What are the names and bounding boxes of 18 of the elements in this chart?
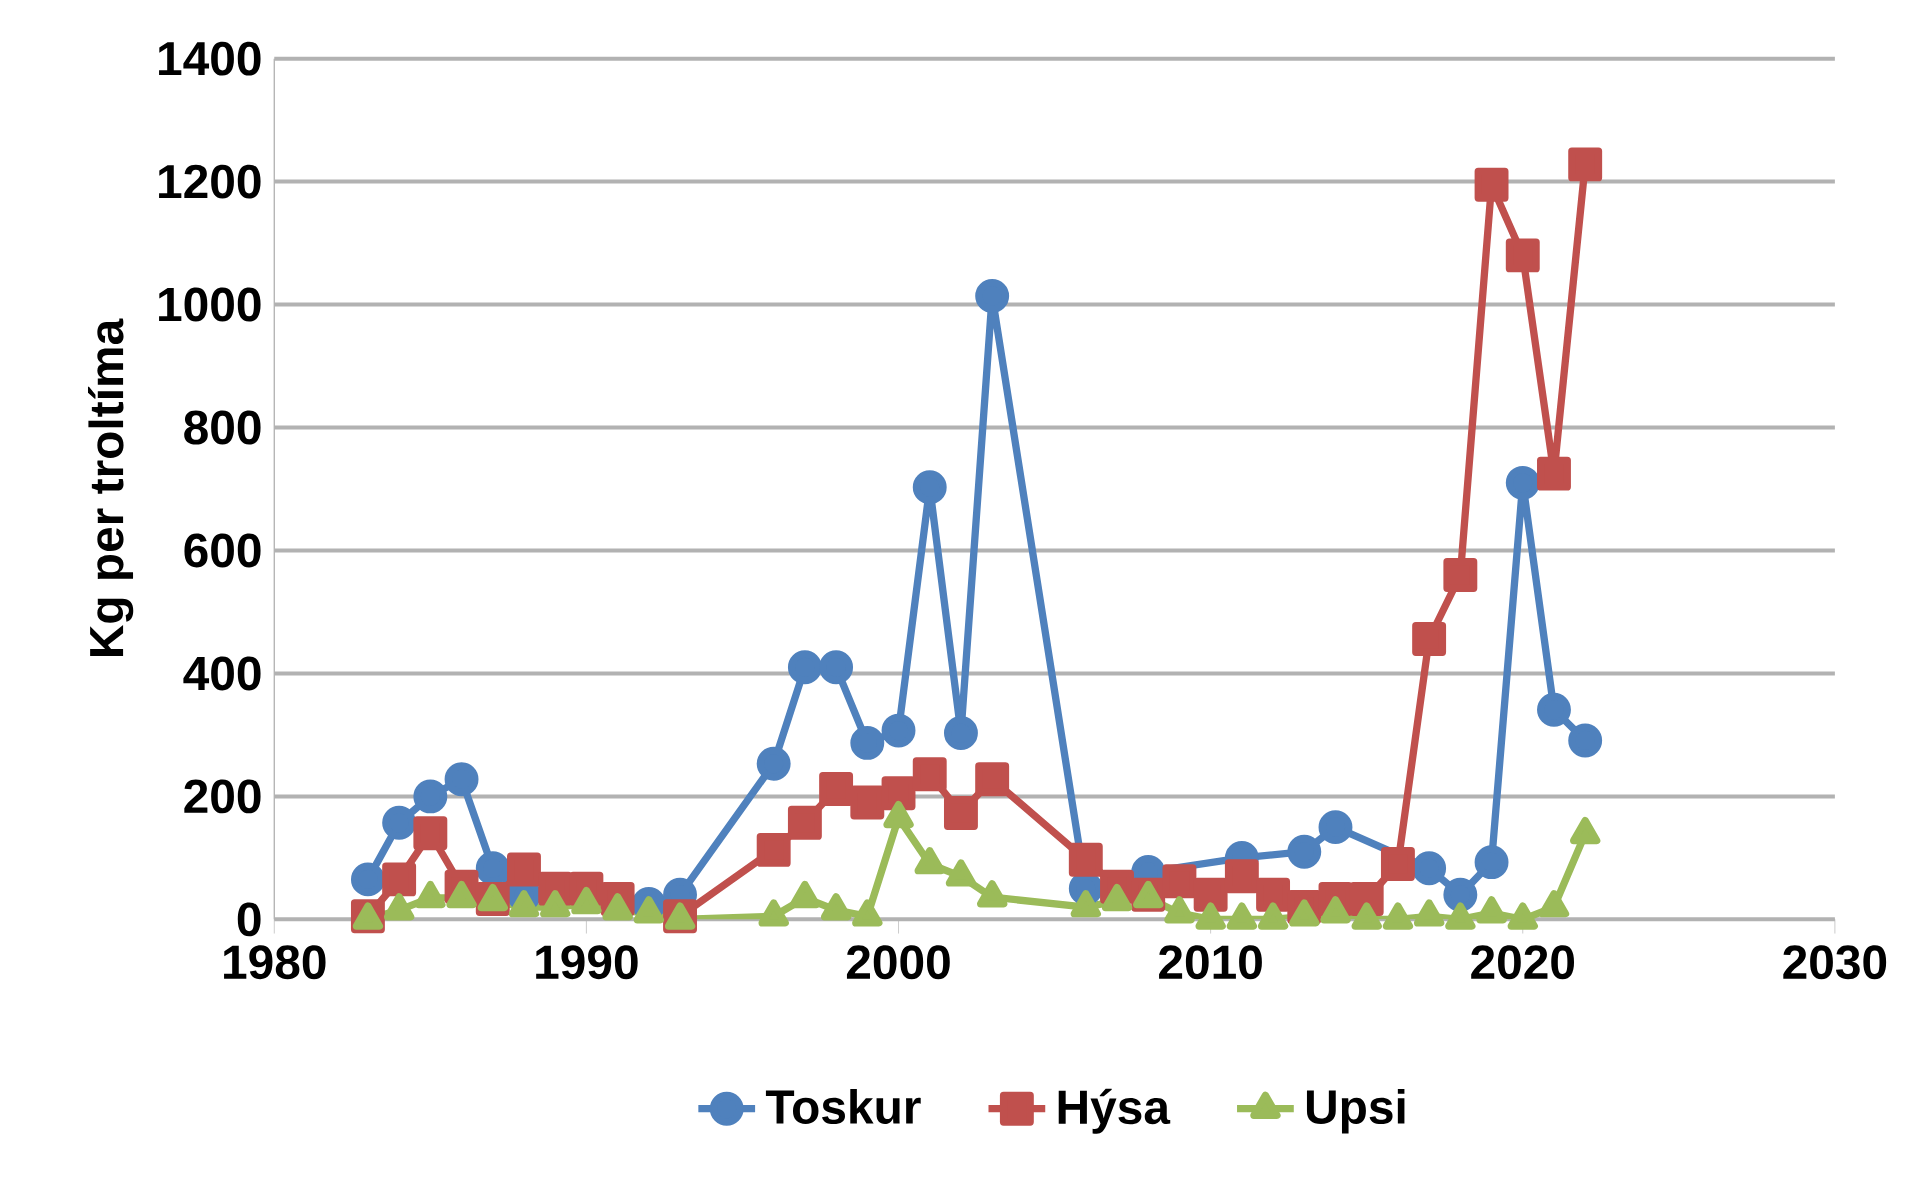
x-tick-label: 2010 xyxy=(1159,945,1262,980)
x-tick-label: 1990 xyxy=(536,945,638,980)
y-tick-label: 400 xyxy=(183,656,261,691)
y-tick-label: 1400 xyxy=(159,41,261,76)
x-tick-label: 2030 xyxy=(1783,945,1887,980)
y-tick-label: 200 xyxy=(184,779,261,814)
legend-label: Hýsa xyxy=(1058,1088,1171,1134)
x-tick-label: 2000 xyxy=(846,945,950,980)
y-tick-label: 800 xyxy=(184,410,261,445)
y-tick-label: 1200 xyxy=(159,164,261,199)
x-tick-label: 2020 xyxy=(1471,945,1575,980)
x-tick-label: 1980 xyxy=(224,945,326,980)
y-axis-title: Kg per troltíma xyxy=(87,318,134,656)
y-tick-label: 1000 xyxy=(159,287,261,322)
y-tick-label: 600 xyxy=(184,533,261,568)
legend-label: Upsi xyxy=(1306,1088,1405,1134)
y-tick-label: 0 xyxy=(237,902,261,937)
legend-label: Toskur xyxy=(765,1088,921,1124)
